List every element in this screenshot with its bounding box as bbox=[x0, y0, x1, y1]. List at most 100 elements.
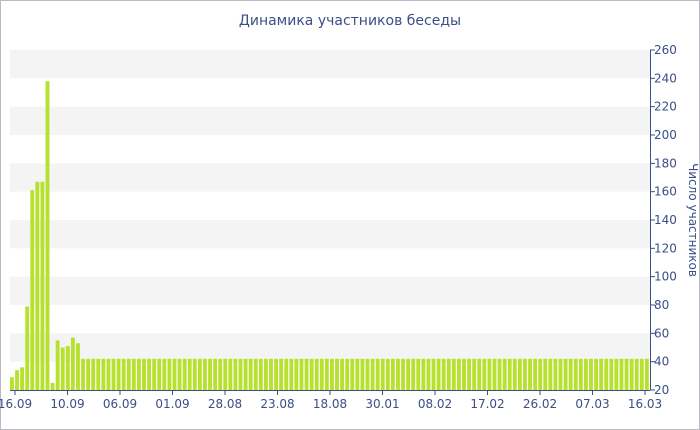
bar bbox=[40, 181, 45, 390]
bar bbox=[345, 358, 350, 390]
bar bbox=[401, 358, 405, 390]
y-tick-label: 260 bbox=[654, 43, 677, 57]
bar bbox=[91, 358, 96, 390]
bar bbox=[177, 358, 182, 390]
bar bbox=[380, 358, 385, 390]
bar bbox=[197, 358, 202, 390]
bar bbox=[340, 358, 345, 390]
bar bbox=[502, 358, 507, 390]
bar bbox=[619, 358, 624, 390]
bar bbox=[96, 358, 101, 390]
bar bbox=[81, 358, 85, 390]
bar bbox=[629, 358, 634, 390]
bar bbox=[70, 337, 75, 390]
bar bbox=[76, 343, 80, 390]
bar bbox=[50, 382, 55, 390]
bar bbox=[553, 358, 558, 390]
bars bbox=[10, 81, 649, 391]
bar bbox=[294, 358, 299, 390]
bar bbox=[497, 358, 502, 390]
bar bbox=[299, 358, 304, 390]
x-tick-label: 06.09 bbox=[103, 397, 137, 411]
y-tick-label: 200 bbox=[654, 128, 677, 142]
bar bbox=[324, 358, 329, 390]
bar bbox=[319, 358, 324, 390]
y-tick-label: 240 bbox=[654, 71, 677, 85]
bar bbox=[543, 358, 548, 390]
bar bbox=[472, 358, 477, 390]
bar bbox=[436, 358, 441, 390]
grid-band bbox=[10, 50, 650, 79]
y-tick-label: 40 bbox=[654, 355, 669, 369]
bar bbox=[589, 358, 593, 390]
bar bbox=[20, 367, 25, 390]
bar bbox=[309, 358, 314, 390]
y-axis: 20 40 60 80 100 120 140 160 180 200 220 240 260 bbox=[650, 43, 677, 397]
bar bbox=[411, 358, 416, 390]
bar bbox=[421, 358, 426, 390]
bar bbox=[583, 358, 588, 390]
bar bbox=[365, 358, 370, 390]
bar bbox=[284, 358, 289, 390]
y-tick-label: 160 bbox=[654, 185, 677, 199]
bar bbox=[441, 358, 446, 390]
bar bbox=[355, 358, 360, 390]
x-tick-label: 17.02 bbox=[470, 397, 504, 411]
bar bbox=[86, 358, 91, 390]
bar bbox=[126, 358, 131, 390]
grid-band bbox=[10, 106, 650, 135]
bar bbox=[289, 358, 294, 390]
x-axis: 16.09 10.09 06.09 01.09 28.08 23.08 18.08 30.01… bbox=[0, 390, 662, 411]
bar bbox=[462, 358, 466, 390]
bar bbox=[30, 190, 35, 390]
bar bbox=[167, 358, 172, 390]
bar bbox=[335, 358, 339, 390]
bar bbox=[507, 358, 512, 390]
bar bbox=[599, 358, 604, 390]
y-tick-label: 180 bbox=[654, 156, 677, 170]
bar bbox=[370, 358, 375, 390]
bar bbox=[101, 358, 106, 390]
bar bbox=[406, 358, 411, 390]
bar bbox=[182, 358, 187, 390]
bar bbox=[624, 358, 629, 390]
bar bbox=[390, 358, 395, 390]
bar bbox=[360, 358, 365, 390]
x-tick-label: 16.09 bbox=[0, 397, 32, 411]
bar bbox=[218, 358, 223, 390]
bar bbox=[456, 358, 461, 390]
x-tick-label: 07.03 bbox=[575, 397, 609, 411]
bar bbox=[147, 358, 152, 390]
bar bbox=[396, 358, 400, 390]
bar bbox=[578, 358, 583, 390]
grid-band bbox=[10, 163, 650, 192]
bar bbox=[477, 358, 482, 390]
bar bbox=[512, 358, 517, 390]
bar bbox=[248, 358, 253, 390]
bar bbox=[548, 358, 553, 390]
x-tick-label: 30.01 bbox=[365, 397, 399, 411]
bar bbox=[573, 358, 578, 390]
bar bbox=[187, 358, 192, 390]
y-axis-label: Число участников bbox=[686, 163, 700, 277]
bar bbox=[482, 358, 487, 390]
bar bbox=[634, 358, 639, 390]
bar bbox=[269, 358, 273, 390]
bar bbox=[314, 358, 319, 390]
bar bbox=[106, 358, 111, 390]
x-tick-label: 28.08 bbox=[208, 397, 242, 411]
bar bbox=[111, 358, 116, 390]
x-tick-label: 08.02 bbox=[418, 397, 452, 411]
bar bbox=[172, 358, 177, 390]
y-tick-label: 60 bbox=[654, 326, 669, 340]
bar bbox=[451, 358, 456, 390]
y-tick-label: 220 bbox=[654, 100, 677, 114]
bar bbox=[533, 358, 538, 390]
bar bbox=[563, 358, 568, 390]
grid-band bbox=[10, 333, 650, 362]
bar bbox=[228, 358, 233, 390]
bar bbox=[60, 347, 65, 390]
y-tick-label: 20 bbox=[654, 383, 669, 397]
bar bbox=[523, 358, 527, 390]
